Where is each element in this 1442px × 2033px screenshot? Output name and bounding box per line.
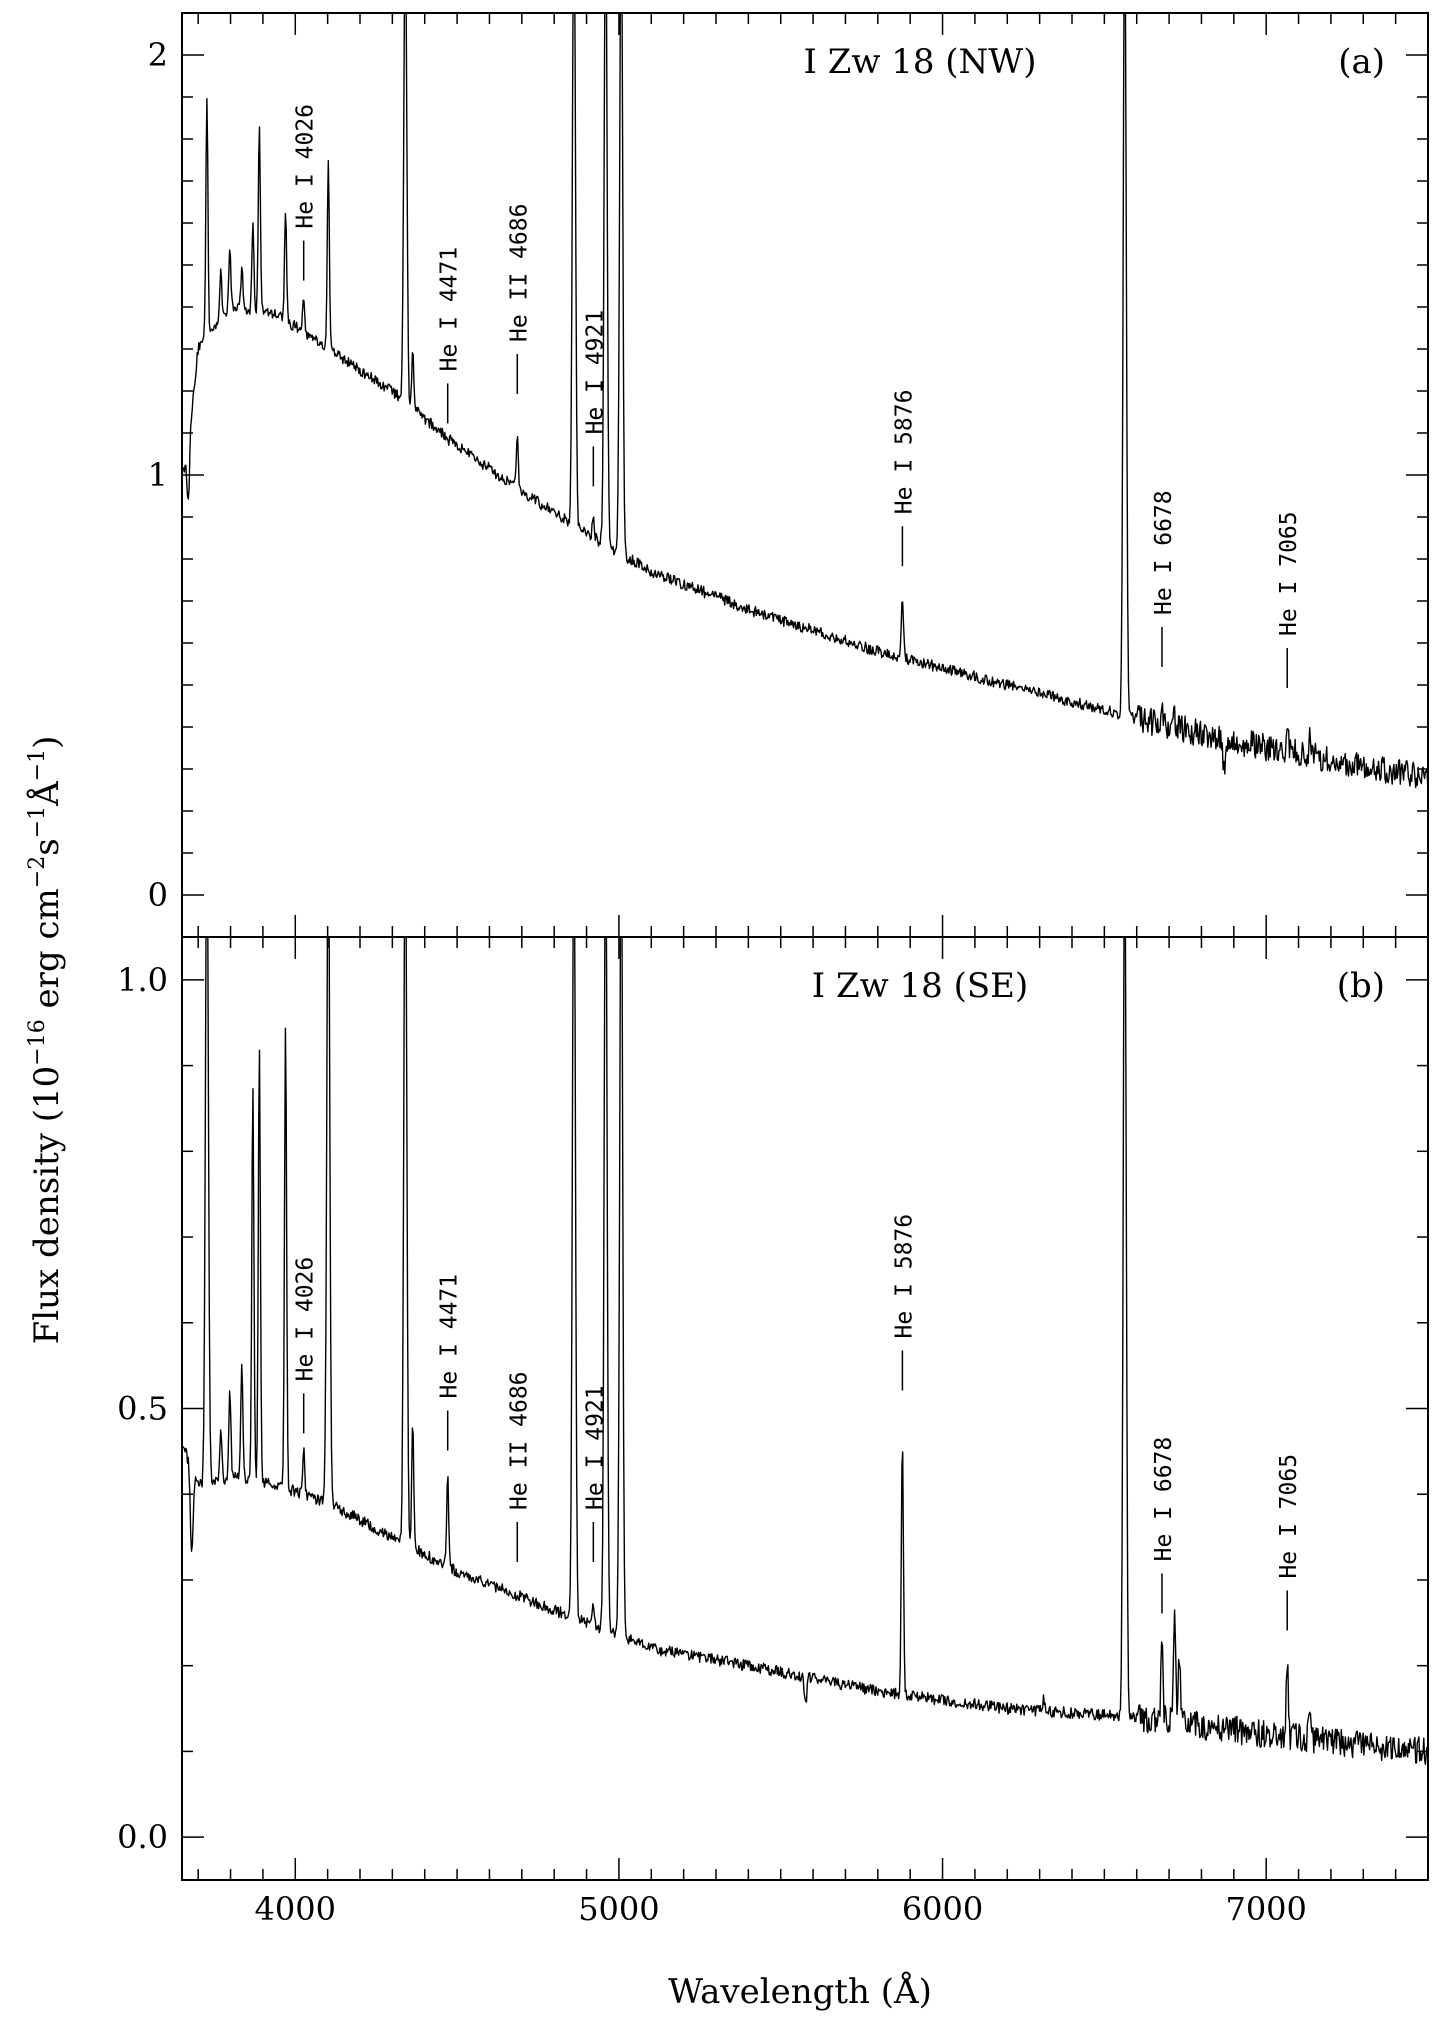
y-axis-label-exp: −16 bbox=[25, 1019, 50, 1065]
line-id-label: He I 7065 bbox=[1276, 511, 1302, 636]
line-id-label: He II 4686 bbox=[506, 204, 532, 342]
y-tick-label: 2 bbox=[148, 36, 168, 74]
line-id-label: He I 4026 bbox=[293, 104, 319, 229]
line-id-label: He I 5876 bbox=[891, 390, 917, 515]
y-axis-label-part: Å bbox=[26, 781, 67, 807]
panel-title: I Zw 18 (SE) bbox=[812, 966, 1028, 1006]
y-axis-label-part: Flux density (10 bbox=[27, 1066, 67, 1345]
line-id-label: He I 6678 bbox=[1151, 490, 1177, 615]
x-tick-label: 7000 bbox=[1225, 1890, 1306, 1928]
y-tick-label: 0.0 bbox=[117, 1818, 168, 1856]
panel-title: I Zw 18 (NW) bbox=[803, 42, 1036, 82]
line-id-label: He I 5876 bbox=[891, 1214, 917, 1339]
plot-frame bbox=[181, 12, 1429, 938]
line-id-label: He I 4471 bbox=[437, 1274, 463, 1399]
y-tick-label: 0 bbox=[148, 876, 168, 914]
y-tick-label: 0.5 bbox=[117, 1390, 168, 1428]
y-axis-label-part: s bbox=[27, 838, 67, 855]
y-tick-label: 1.0 bbox=[117, 961, 168, 999]
y-axis-label: Flux density (10−16 erg cm−2s−1Å−1) bbox=[25, 736, 67, 1345]
line-id-label: He II 4686 bbox=[506, 1371, 532, 1509]
y-axis-label-exp: −1 bbox=[25, 749, 50, 781]
y-tick-label: 1 bbox=[148, 456, 168, 494]
x-tick-label: 6000 bbox=[902, 1890, 983, 1928]
y-axis-label-exp: −1 bbox=[25, 806, 50, 838]
line-id-label: He I 4921 bbox=[582, 1385, 608, 1510]
panel-a: 0 1 2 He I 4026 He I 4471 He II 4686 He I 4921… bbox=[148, 12, 1429, 938]
spectrum-line bbox=[182, 13, 1428, 789]
line-id-label: He I 4026 bbox=[293, 1257, 319, 1382]
line-id-label: He I 4921 bbox=[582, 310, 608, 435]
y-axis-label-part: ) bbox=[27, 736, 67, 749]
panel-label: (b) bbox=[1337, 966, 1385, 1006]
line-id-label: He I 6678 bbox=[1151, 1437, 1177, 1562]
x-axis-label: Wavelength (Å) bbox=[668, 1971, 932, 2012]
panel-label: (a) bbox=[1338, 42, 1385, 82]
line-id-label: He I 7065 bbox=[1276, 1454, 1302, 1579]
line-id-label: He I 4471 bbox=[437, 247, 463, 372]
x-tick-label: 5000 bbox=[578, 1890, 659, 1928]
x-tick-label: 4000 bbox=[255, 1890, 336, 1928]
spectrum-line bbox=[182, 937, 1428, 1766]
panel-b: 4000 5000 6000 7000 0.0 0.5 1.0 He I 4026 He I 4… bbox=[117, 936, 1429, 1928]
y-axis-label-part: erg cm bbox=[27, 888, 67, 1019]
y-axis-label-exp: −2 bbox=[25, 856, 50, 888]
